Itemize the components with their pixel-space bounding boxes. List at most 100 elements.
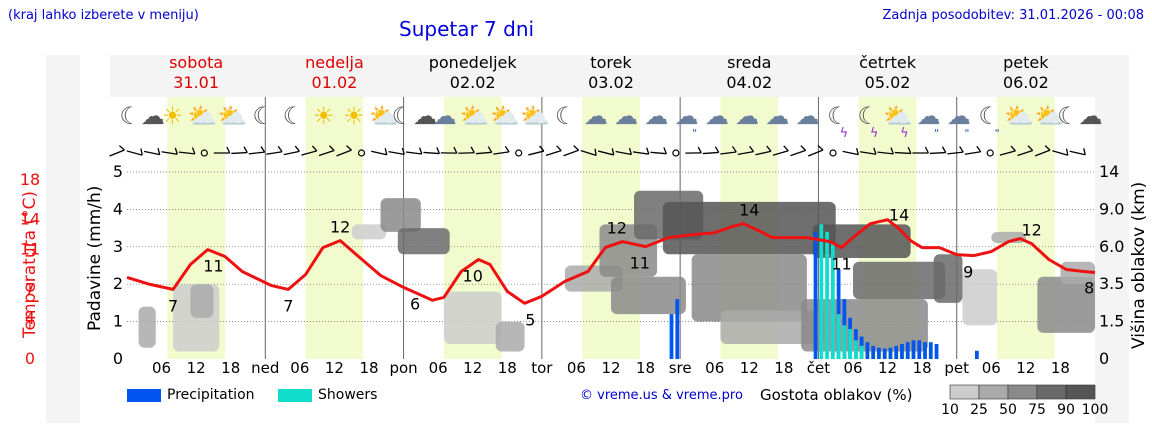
wind-barb-icon xyxy=(563,145,580,157)
wind-calm-icon xyxy=(357,149,366,157)
wind-barb-icon xyxy=(388,147,405,156)
precipitation-bar xyxy=(865,342,870,359)
day-date: 03.02 xyxy=(588,73,634,92)
wind-barb-icon xyxy=(336,145,352,157)
wind-barb-icon xyxy=(301,145,318,156)
cloud-cover-area xyxy=(443,291,502,345)
wind-calm-icon xyxy=(672,149,680,157)
lightning-icon: ϟ xyxy=(900,126,909,141)
wind-barb-icon xyxy=(405,147,423,155)
moon-icon: ☾ xyxy=(555,102,577,130)
cloud-cover-area xyxy=(397,228,450,255)
cloud-height-tick: 9.0 xyxy=(1099,199,1124,218)
cloud-height-tick: 3.5 xyxy=(1099,274,1124,293)
time-tick: pet xyxy=(944,359,969,377)
showers-bar xyxy=(830,243,835,359)
moon-cloud-icon: ☾☁ xyxy=(392,102,438,130)
day-header-band xyxy=(110,55,1095,97)
sun-icon: ☀ xyxy=(162,102,184,130)
showers-bar xyxy=(819,224,824,359)
time-tick: 18 xyxy=(913,359,932,377)
wind-barb-icon xyxy=(493,145,510,155)
cloud-height-tick: 0 xyxy=(1099,349,1109,368)
sun-cloud-icon: ⛅ xyxy=(1004,102,1034,130)
cloud-cover-area xyxy=(662,201,836,255)
location-hint[interactable]: (kraj lahko izberete v meniju) xyxy=(8,8,199,23)
precipitation-bar xyxy=(894,345,899,359)
cloud-icon: ☁ xyxy=(705,102,729,130)
cloud-density-swatch xyxy=(978,384,1009,400)
wind-barb-icon xyxy=(1017,145,1034,157)
day-name: sreda xyxy=(727,53,772,72)
temperature-label: 10 xyxy=(463,267,483,286)
sun-cloud-icon: ⛅ xyxy=(188,102,218,130)
cloud-cover-area xyxy=(380,198,421,232)
time-tick: 18 xyxy=(359,359,378,377)
credit-link[interactable]: © vreme.us & vreme.pro xyxy=(580,388,743,403)
cloud-cover-area xyxy=(351,224,387,240)
temperature-tick: 11 xyxy=(20,240,40,259)
time-tick: 06 xyxy=(705,359,724,377)
precipitation-bar xyxy=(900,344,904,359)
temperature-tick: 18 xyxy=(20,170,40,189)
wind-barb-icon xyxy=(213,146,231,154)
moon-thunder-icon: ☾ xyxy=(857,102,879,130)
cloud-icon: ☁ xyxy=(584,102,608,130)
cloud-height-tick: 1.5 xyxy=(1099,312,1124,331)
cloud-cover-area xyxy=(1037,276,1095,333)
precipitation-bar xyxy=(675,299,680,359)
wind-barb-icon xyxy=(877,147,894,155)
wind-barb-icon xyxy=(458,146,475,154)
wind-barb-icon xyxy=(545,145,562,156)
cloud-rain-icon: ☁ xyxy=(675,102,699,130)
cloud-cover-area xyxy=(691,254,807,322)
precipitation-tick: 0 xyxy=(113,349,123,368)
moon-icon: ☾ xyxy=(283,102,305,130)
temperature-tick: 4 xyxy=(25,309,35,328)
cloud-density-value: 10 xyxy=(941,402,959,418)
last-update: Zadnja posodobitev: 31.01.2026 - 00:08 xyxy=(882,8,1144,23)
wind-barb-icon xyxy=(423,147,440,155)
showers-bar xyxy=(854,340,858,359)
time-tick: 18 xyxy=(221,359,240,377)
cloud-density-value: 90 xyxy=(1057,402,1075,418)
wind-barb-icon xyxy=(842,148,859,156)
wind-barb-icon xyxy=(737,145,755,156)
sun-icon: ☀ xyxy=(343,102,365,130)
precipitation-tick: 4 xyxy=(113,199,123,218)
wind-barb-icon xyxy=(650,147,667,155)
time-tick: 12 xyxy=(878,359,897,377)
cloud-density-value: 25 xyxy=(970,402,988,418)
day-name: ponedeljek xyxy=(428,53,517,72)
wind-barb-icon xyxy=(790,145,807,157)
cloud-density-legend-title: Gostota oblakov (%) xyxy=(760,386,913,404)
showers-bar xyxy=(859,345,864,359)
day-name: četrtek xyxy=(859,53,916,72)
time-tick: 12 xyxy=(601,359,620,377)
precipitation-bar xyxy=(905,342,910,359)
precipitation-bar xyxy=(917,340,922,359)
wind-calm-icon xyxy=(200,149,208,157)
wind-barb-icon xyxy=(894,147,912,155)
time-tick: ned xyxy=(251,359,279,377)
wind-barb-icon xyxy=(755,145,772,156)
lightning-icon: ϟ xyxy=(870,126,879,141)
sun-cloud-icon: ⛅ xyxy=(1035,102,1065,130)
temperature-label: 12 xyxy=(330,218,350,237)
cloud-cover-area xyxy=(812,224,911,259)
wind-barb-icon xyxy=(178,147,196,155)
cloud-density-swatch xyxy=(949,384,980,400)
cloud-cover-area xyxy=(1060,261,1095,285)
precipitation-bar xyxy=(669,314,674,359)
precipitation-bar xyxy=(882,348,887,359)
cloud-cover-area xyxy=(190,284,214,318)
day-name: petek xyxy=(1003,53,1049,72)
time-tick: pon xyxy=(389,359,417,377)
moon-rain-icon: ☾ xyxy=(978,102,1000,130)
day-date: 06.02 xyxy=(1002,73,1049,92)
sun-cloud-icon: ⛅ xyxy=(369,102,399,130)
wind-barb-icon xyxy=(720,146,737,155)
showers-bar xyxy=(825,231,829,359)
precipitation-legend-label: Precipitation xyxy=(167,387,255,403)
time-tick: 12 xyxy=(740,359,759,377)
